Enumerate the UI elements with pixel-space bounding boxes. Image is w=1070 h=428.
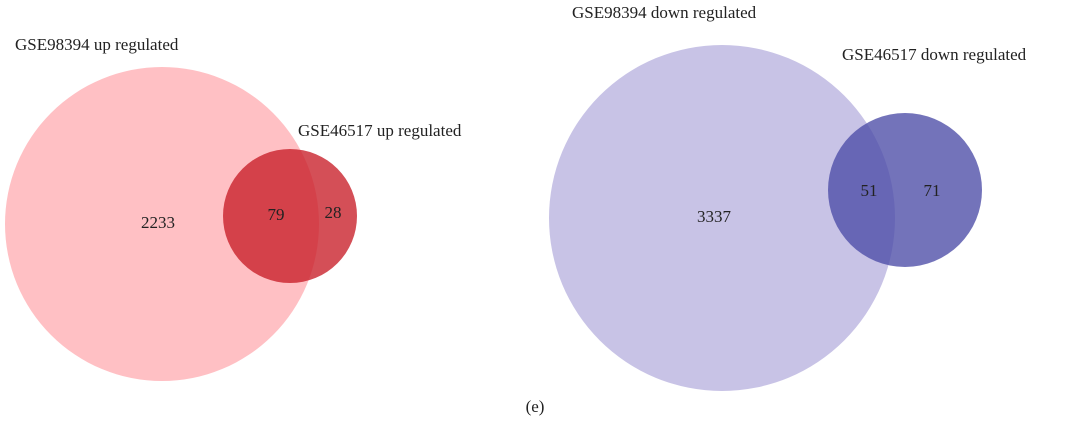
set-circle — [5, 67, 319, 381]
region-count: 71 — [924, 181, 941, 200]
set-circle — [223, 149, 357, 283]
set-circle — [828, 113, 982, 267]
caption: (e) — [526, 397, 545, 416]
region-count: 28 — [325, 203, 342, 222]
set-label: GSE98394 down regulated — [572, 3, 757, 22]
region-count: 3337 — [697, 207, 732, 226]
region-count: 79 — [268, 205, 285, 224]
set-circle — [549, 45, 895, 391]
set-label: GSE46517 down regulated — [842, 45, 1027, 64]
region-count: 2233 — [141, 213, 175, 232]
set-label: GSE98394 up regulated — [15, 35, 179, 54]
region-count: 51 — [861, 181, 878, 200]
set-label: GSE46517 up regulated — [298, 121, 462, 140]
